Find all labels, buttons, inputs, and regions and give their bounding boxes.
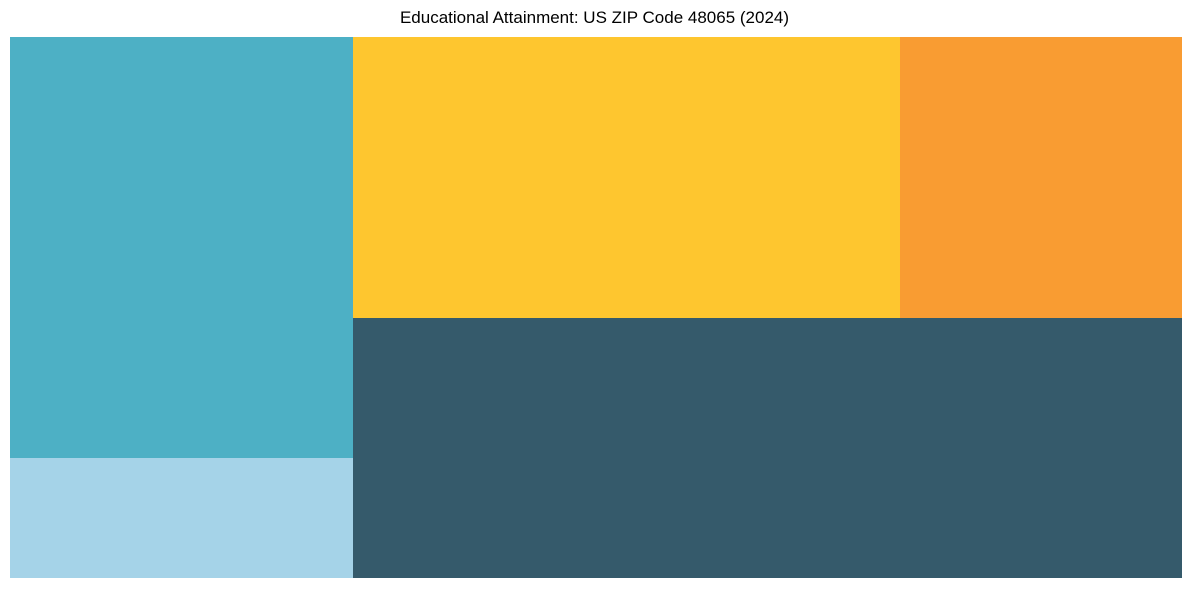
chart-title: Educational Attainment: US ZIP Code 4806… — [399, 8, 790, 27]
treemap-tile-light-blue[interactable] — [10, 458, 354, 578]
treemap-tile-orange[interactable] — [900, 37, 1182, 318]
treemap-plot — [10, 37, 1182, 578]
treemap-tile-yellow[interactable] — [353, 37, 900, 318]
treemap-tile-teal[interactable] — [10, 37, 354, 458]
treemap-tile-dark-slate[interactable] — [353, 317, 1182, 578]
